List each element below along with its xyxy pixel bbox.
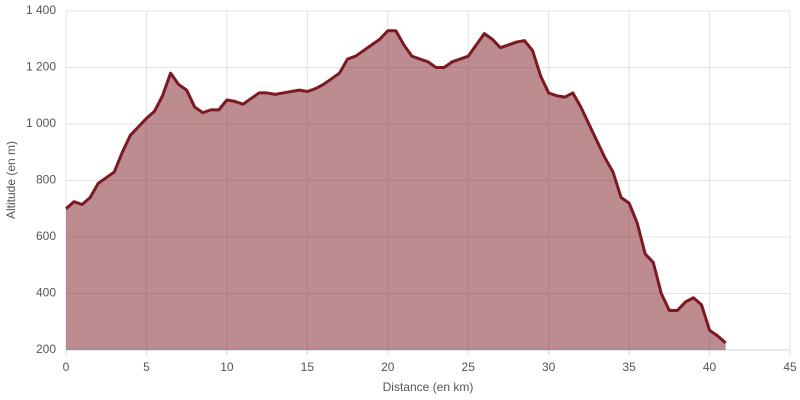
x-tick-label: 0	[63, 360, 70, 374]
y-tick-label: 200	[36, 342, 56, 356]
line	[65, 29, 727, 345]
y-tick-label: 800	[36, 173, 56, 187]
y-axis-title: Altitude (en m)	[4, 141, 18, 219]
x-tick-label: 15	[301, 360, 315, 374]
x-tick-label: 30	[542, 360, 556, 374]
y-tick-label: 600	[36, 229, 56, 243]
x-tick-label: 45	[783, 360, 797, 374]
x-tick-label: 35	[622, 360, 636, 374]
x-axis-title: Distance (en km)	[383, 380, 474, 394]
area	[66, 30, 726, 351]
y-tick-label: 1 200	[26, 60, 56, 74]
y-tick-label: 400	[36, 286, 56, 300]
y-tick-label: 1 400	[26, 3, 56, 17]
x-tick-label: 10	[220, 360, 234, 374]
x-tick-label: 20	[381, 360, 395, 374]
x-tick-label: 5	[143, 360, 150, 374]
y-tick-label: 1 000	[26, 116, 56, 130]
x-tick-label: 40	[703, 360, 717, 374]
x-tick-label: 25	[462, 360, 476, 374]
